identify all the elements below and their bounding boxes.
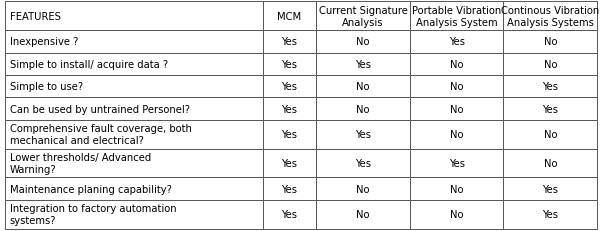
- Bar: [503, 200, 597, 229]
- Bar: [316, 31, 410, 53]
- Bar: [262, 31, 316, 53]
- Text: Yes: Yes: [542, 104, 558, 114]
- Bar: [503, 120, 597, 149]
- Bar: [503, 76, 597, 98]
- Bar: [262, 200, 316, 229]
- Text: No: No: [356, 37, 370, 47]
- Bar: [316, 178, 410, 200]
- Bar: [316, 76, 410, 98]
- Text: Yes: Yes: [282, 82, 297, 92]
- Text: No: No: [544, 60, 557, 70]
- Text: Yes: Yes: [355, 158, 371, 168]
- Bar: [503, 2, 597, 31]
- Text: FEATURES: FEATURES: [10, 12, 61, 22]
- Text: Yes: Yes: [282, 184, 297, 194]
- Bar: [410, 53, 503, 76]
- Text: No: No: [450, 130, 464, 140]
- Text: No: No: [356, 209, 370, 219]
- Text: Yes: Yes: [355, 60, 371, 70]
- Text: No: No: [450, 82, 464, 92]
- Text: Yes: Yes: [542, 209, 558, 219]
- Bar: [503, 53, 597, 76]
- Text: Current Signature
Analysis: Current Signature Analysis: [318, 6, 408, 27]
- Text: Can be used by untrained Personel?: Can be used by untrained Personel?: [10, 104, 190, 114]
- Bar: [262, 2, 316, 31]
- Text: Yes: Yes: [542, 184, 558, 194]
- Bar: [410, 31, 503, 53]
- Bar: [410, 178, 503, 200]
- Bar: [5, 53, 262, 76]
- Text: Comprehensive fault coverage, both
mechanical and electrical?: Comprehensive fault coverage, both mecha…: [10, 124, 191, 146]
- Text: Lower thresholds/ Advanced
Warning?: Lower thresholds/ Advanced Warning?: [10, 152, 151, 174]
- Bar: [5, 76, 262, 98]
- Bar: [316, 200, 410, 229]
- Bar: [262, 53, 316, 76]
- Text: Simple to use?: Simple to use?: [10, 82, 82, 92]
- Text: MCM: MCM: [278, 12, 302, 22]
- Text: Yes: Yes: [282, 209, 297, 219]
- Bar: [5, 31, 262, 53]
- Bar: [5, 200, 262, 229]
- Bar: [262, 149, 316, 178]
- Bar: [316, 53, 410, 76]
- Bar: [262, 178, 316, 200]
- Text: No: No: [544, 130, 557, 140]
- Bar: [5, 149, 262, 178]
- Bar: [503, 149, 597, 178]
- Text: Yes: Yes: [355, 130, 371, 140]
- Text: No: No: [356, 184, 370, 194]
- Bar: [410, 76, 503, 98]
- Bar: [503, 178, 597, 200]
- Bar: [503, 98, 597, 120]
- Bar: [5, 120, 262, 149]
- Bar: [410, 2, 503, 31]
- Text: No: No: [450, 209, 464, 219]
- Text: Simple to install/ acquire data ?: Simple to install/ acquire data ?: [10, 60, 168, 70]
- Text: Portable Vibration
Analysis System: Portable Vibration Analysis System: [412, 6, 501, 27]
- Bar: [410, 149, 503, 178]
- Text: Yes: Yes: [282, 158, 297, 168]
- Bar: [262, 76, 316, 98]
- Text: Yes: Yes: [282, 60, 297, 70]
- Text: Inexpensive ?: Inexpensive ?: [10, 37, 78, 47]
- Bar: [410, 98, 503, 120]
- Text: Maintenance planing capability?: Maintenance planing capability?: [10, 184, 172, 194]
- Text: Yes: Yes: [282, 37, 297, 47]
- Text: No: No: [544, 158, 557, 168]
- Text: No: No: [356, 82, 370, 92]
- Bar: [262, 98, 316, 120]
- Text: No: No: [450, 184, 464, 194]
- Text: Integration to factory automation
systems?: Integration to factory automation system…: [10, 204, 176, 225]
- Text: No: No: [544, 37, 557, 47]
- Bar: [316, 120, 410, 149]
- Bar: [5, 2, 262, 31]
- Bar: [316, 98, 410, 120]
- Text: No: No: [450, 60, 464, 70]
- Bar: [5, 178, 262, 200]
- Bar: [410, 120, 503, 149]
- Bar: [316, 149, 410, 178]
- Bar: [410, 200, 503, 229]
- Bar: [262, 120, 316, 149]
- Text: Yes: Yes: [282, 104, 297, 114]
- Text: Continous Vibration
Analysis Systems: Continous Vibration Analysis Systems: [501, 6, 600, 27]
- Text: No: No: [450, 104, 464, 114]
- Text: Yes: Yes: [448, 37, 465, 47]
- Text: Yes: Yes: [282, 130, 297, 140]
- Bar: [503, 31, 597, 53]
- Text: Yes: Yes: [542, 82, 558, 92]
- Text: No: No: [356, 104, 370, 114]
- Bar: [316, 2, 410, 31]
- Text: Yes: Yes: [448, 158, 465, 168]
- Bar: [5, 98, 262, 120]
